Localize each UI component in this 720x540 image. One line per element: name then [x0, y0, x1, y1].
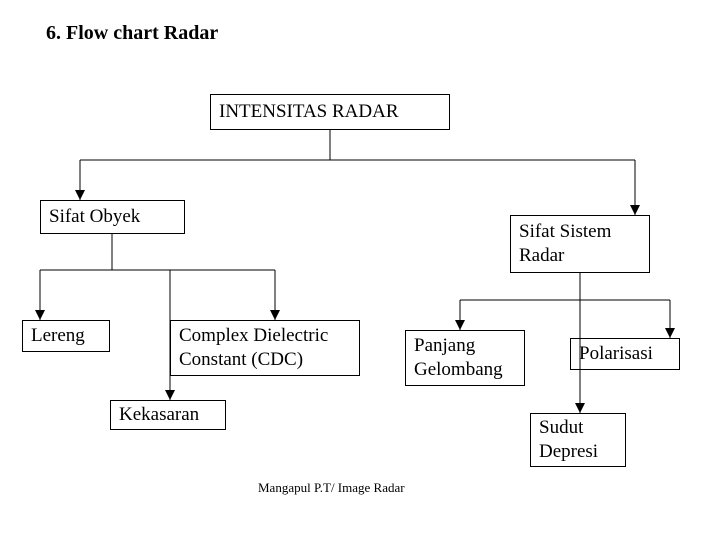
- footer-text: Mangapul P.T/ Image Radar: [258, 480, 405, 496]
- node-polarisasi: Polarisasi: [570, 338, 680, 370]
- node-root: INTENSITAS RADAR: [210, 94, 450, 130]
- node-sifat-sistem: Sifat SistemRadar: [510, 215, 650, 273]
- node-sudut: SudutDepresi: [530, 413, 626, 467]
- node-label: Lereng: [31, 324, 85, 348]
- node-label: Polarisasi: [579, 342, 653, 366]
- node-label: INTENSITAS RADAR: [219, 100, 399, 124]
- node-label: SudutDepresi: [539, 416, 598, 464]
- node-label: PanjangGelombang: [414, 334, 503, 382]
- node-lereng: Lereng: [22, 320, 110, 352]
- node-kekasaran: Kekasaran: [110, 400, 226, 430]
- node-label: Sifat Obyek: [49, 205, 140, 229]
- node-label: Kekasaran: [119, 403, 199, 427]
- node-label: Sifat SistemRadar: [519, 220, 611, 268]
- node-panjang: PanjangGelombang: [405, 330, 525, 386]
- page-title: 6. Flow chart Radar: [46, 22, 218, 45]
- node-sifat-obyek: Sifat Obyek: [40, 200, 185, 234]
- node-label: Complex DielectricConstant (CDC): [179, 324, 328, 372]
- node-cdc: Complex DielectricConstant (CDC): [170, 320, 360, 376]
